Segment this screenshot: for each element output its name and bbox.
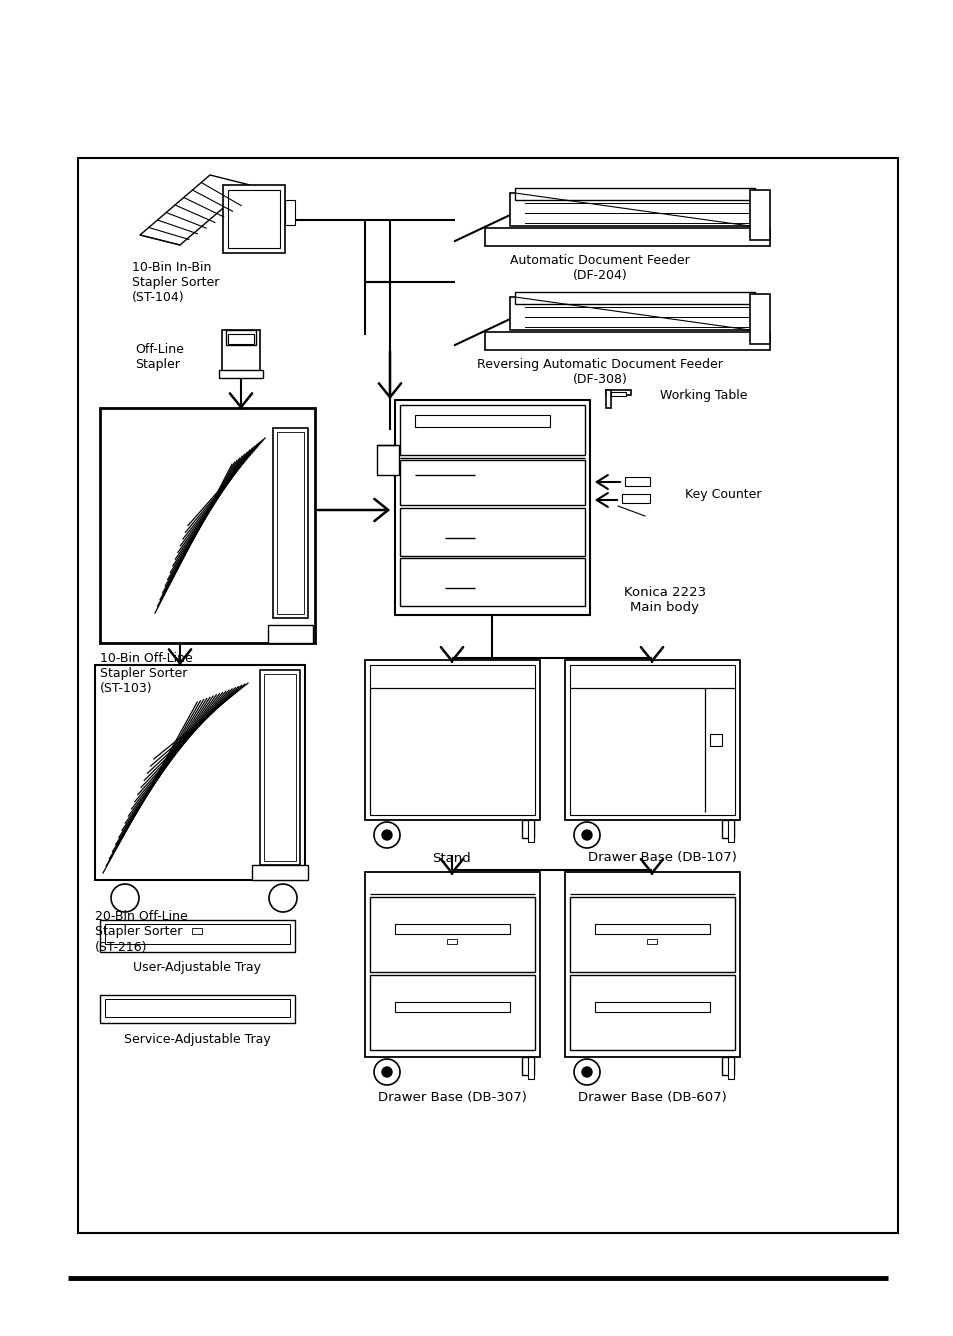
Text: Konica 2223
Main body: Konica 2223 Main body — [623, 587, 705, 615]
Bar — [515, 188, 754, 200]
Bar — [228, 334, 253, 343]
Bar — [395, 925, 510, 934]
Bar — [721, 820, 733, 838]
Bar — [569, 896, 734, 973]
Text: User-Adjustable Tray: User-Adjustable Tray — [132, 962, 261, 974]
Bar — [484, 228, 769, 246]
Text: 20-Bin Off-Line
Stapler Sorter
(ST-216): 20-Bin Off-Line Stapler Sorter (ST-216) — [95, 911, 188, 954]
Bar — [727, 820, 733, 842]
Bar — [605, 390, 630, 395]
Bar — [252, 864, 308, 880]
Bar — [564, 660, 740, 820]
Bar — [646, 939, 657, 945]
Polygon shape — [140, 175, 250, 244]
Text: Working Table: Working Table — [659, 389, 747, 402]
Bar — [521, 1057, 534, 1075]
Circle shape — [381, 1067, 392, 1077]
Bar — [399, 460, 584, 505]
Bar — [285, 200, 294, 224]
Bar — [228, 190, 280, 248]
Text: Reversing Automatic Document Feeder
(DF-308): Reversing Automatic Document Feeder (DF-… — [476, 358, 722, 386]
Text: Off-Line
Stapler: Off-Line Stapler — [135, 343, 184, 371]
Bar — [226, 330, 255, 345]
Text: Drawer Base (DB-607): Drawer Base (DB-607) — [577, 1090, 725, 1104]
Bar — [595, 1002, 709, 1011]
Bar — [370, 896, 535, 973]
Bar — [399, 558, 584, 607]
Bar — [100, 921, 294, 953]
Bar — [105, 999, 290, 1017]
Bar — [105, 925, 290, 945]
Bar — [365, 872, 539, 1057]
Bar — [569, 665, 734, 815]
Bar — [268, 625, 313, 643]
Bar — [192, 929, 202, 934]
Text: 10-Bin Off-Line
Stapler Sorter
(ST-103): 10-Bin Off-Line Stapler Sorter (ST-103) — [100, 652, 193, 695]
Bar — [510, 192, 754, 226]
Bar — [276, 432, 304, 615]
Bar — [727, 1057, 733, 1079]
Bar — [515, 293, 754, 305]
Bar — [527, 820, 534, 842]
Circle shape — [581, 1067, 592, 1077]
Bar — [569, 975, 734, 1050]
Bar — [365, 660, 539, 820]
Bar — [78, 158, 897, 1233]
Bar — [484, 333, 769, 350]
Bar — [415, 415, 550, 428]
Bar — [223, 184, 285, 253]
Text: Stand: Stand — [432, 851, 471, 864]
Bar — [95, 665, 305, 880]
Text: Key Counter: Key Counter — [684, 488, 760, 501]
Bar — [395, 1002, 510, 1011]
Bar — [621, 494, 649, 502]
Bar — [749, 294, 769, 343]
Bar — [100, 407, 314, 643]
Bar — [721, 1057, 733, 1075]
Bar — [510, 297, 754, 330]
Circle shape — [581, 830, 592, 840]
Bar — [564, 872, 740, 1057]
Bar — [399, 508, 584, 556]
Bar — [605, 390, 610, 407]
Bar — [447, 939, 456, 945]
Bar — [222, 330, 260, 378]
Bar — [376, 445, 398, 476]
Bar — [527, 1057, 534, 1079]
Text: Drawer Base (DB-307): Drawer Base (DB-307) — [377, 1090, 526, 1104]
Bar — [595, 925, 709, 934]
Circle shape — [381, 830, 392, 840]
Bar — [395, 399, 589, 615]
Text: Service-Adjustable Tray: Service-Adjustable Tray — [124, 1033, 270, 1046]
Bar — [749, 190, 769, 240]
Bar — [370, 665, 535, 815]
Text: Drawer Base (DB-107): Drawer Base (DB-107) — [587, 851, 736, 864]
Bar — [521, 820, 534, 838]
Bar — [100, 995, 294, 1023]
Bar — [264, 673, 295, 860]
Bar — [624, 477, 649, 486]
Bar — [610, 391, 625, 395]
Text: Automatic Document Feeder
(DF-204): Automatic Document Feeder (DF-204) — [510, 254, 689, 282]
Text: 10-Bin In-Bin
Stapler Sorter
(ST-104): 10-Bin In-Bin Stapler Sorter (ST-104) — [132, 261, 219, 303]
Bar — [370, 975, 535, 1050]
Bar — [399, 405, 584, 456]
Bar — [260, 669, 299, 864]
Bar — [273, 428, 308, 619]
Bar — [219, 370, 263, 378]
Bar — [709, 733, 721, 745]
